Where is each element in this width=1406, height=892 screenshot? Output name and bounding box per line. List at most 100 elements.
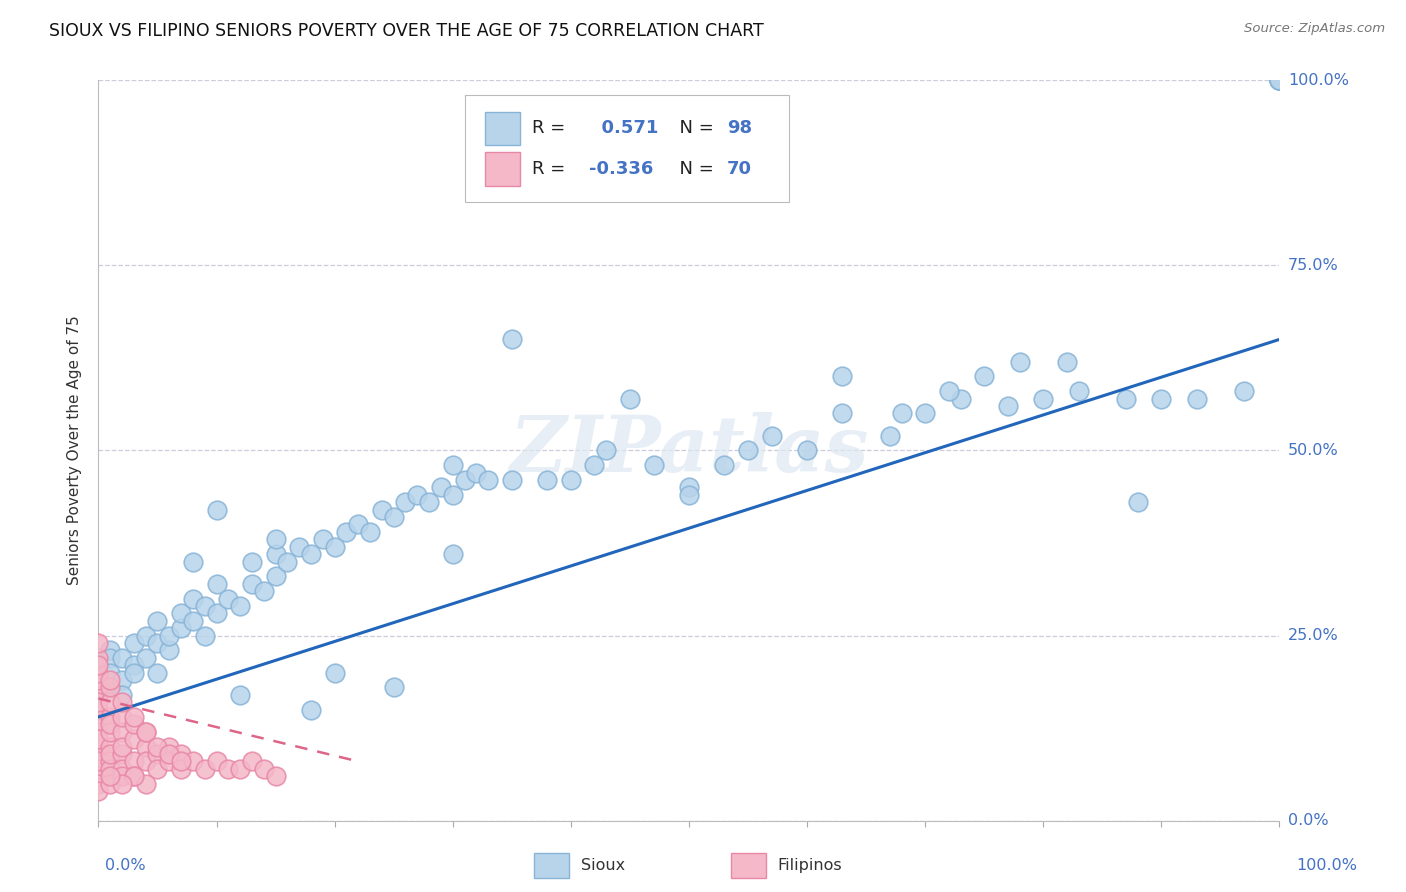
Point — [1032, 392, 1054, 406]
Point — [87, 665, 110, 680]
Point — [111, 747, 134, 761]
Point — [111, 695, 134, 709]
Point — [678, 480, 700, 494]
Point — [98, 673, 121, 687]
Point — [87, 658, 110, 673]
Point — [98, 717, 121, 731]
Point — [276, 555, 298, 569]
Point — [264, 569, 287, 583]
Point — [1185, 392, 1208, 406]
Point — [135, 650, 157, 665]
Point — [430, 480, 453, 494]
Point — [170, 755, 193, 769]
Point — [135, 739, 157, 754]
Point — [157, 628, 180, 642]
Point — [87, 739, 110, 754]
Point — [441, 458, 464, 473]
Point — [501, 473, 523, 487]
Bar — [485, 112, 520, 145]
Point — [135, 755, 157, 769]
Point — [264, 547, 287, 561]
Point — [938, 384, 960, 399]
Text: 98: 98 — [727, 120, 752, 137]
Point — [111, 762, 134, 776]
Point — [87, 762, 110, 776]
Point — [1268, 73, 1291, 87]
Point — [111, 724, 134, 739]
Point — [194, 628, 217, 642]
Point — [831, 407, 853, 421]
Point — [98, 769, 121, 783]
Point — [135, 628, 157, 642]
Point — [299, 703, 322, 717]
Point — [713, 458, 735, 473]
Text: 0.571: 0.571 — [589, 120, 658, 137]
Point — [146, 636, 169, 650]
Point — [87, 658, 110, 673]
Point — [323, 665, 346, 680]
Point — [737, 443, 759, 458]
Point — [1008, 354, 1031, 368]
Point — [229, 599, 252, 613]
Point — [1268, 73, 1291, 87]
Point — [347, 517, 370, 532]
Text: 25.0%: 25.0% — [1288, 628, 1339, 643]
Point — [122, 732, 145, 747]
Point — [122, 769, 145, 783]
Point — [146, 747, 169, 761]
Point — [98, 739, 121, 754]
Point — [98, 681, 121, 695]
Point — [406, 488, 429, 502]
Point — [122, 717, 145, 731]
Point — [949, 392, 972, 406]
Text: R =: R = — [531, 120, 571, 137]
Point — [217, 591, 239, 606]
Point — [111, 688, 134, 702]
Point — [98, 762, 121, 776]
Point — [194, 762, 217, 776]
Point — [229, 688, 252, 702]
Point — [181, 555, 204, 569]
Point — [973, 369, 995, 384]
Point — [299, 547, 322, 561]
FancyBboxPatch shape — [464, 95, 789, 202]
Point — [111, 776, 134, 791]
Point — [98, 755, 121, 769]
Point — [761, 428, 783, 442]
Point — [323, 540, 346, 554]
Text: R =: R = — [531, 161, 571, 178]
Point — [87, 755, 110, 769]
Point — [583, 458, 606, 473]
Point — [181, 755, 204, 769]
Point — [135, 724, 157, 739]
Point — [382, 510, 405, 524]
Bar — [485, 153, 520, 186]
Point — [98, 643, 121, 657]
Point — [170, 621, 193, 635]
Point — [157, 747, 180, 761]
Point — [619, 392, 641, 406]
Point — [98, 650, 121, 665]
Point — [170, 762, 193, 776]
Point — [371, 502, 394, 516]
Point — [382, 681, 405, 695]
Point — [240, 576, 263, 591]
Point — [87, 732, 110, 747]
Point — [1233, 384, 1256, 399]
Point — [111, 710, 134, 724]
Point — [560, 473, 582, 487]
Point — [205, 607, 228, 621]
Point — [122, 658, 145, 673]
Point — [98, 747, 121, 761]
Point — [146, 739, 169, 754]
Point — [181, 591, 204, 606]
Text: 100.0%: 100.0% — [1296, 858, 1357, 872]
Point — [87, 673, 110, 687]
Text: Source: ZipAtlas.com: Source: ZipAtlas.com — [1244, 22, 1385, 36]
Point — [205, 502, 228, 516]
Point — [1067, 384, 1090, 399]
Point — [1115, 392, 1137, 406]
Point — [122, 769, 145, 783]
Point — [87, 673, 110, 687]
Text: 0.0%: 0.0% — [1288, 814, 1329, 828]
